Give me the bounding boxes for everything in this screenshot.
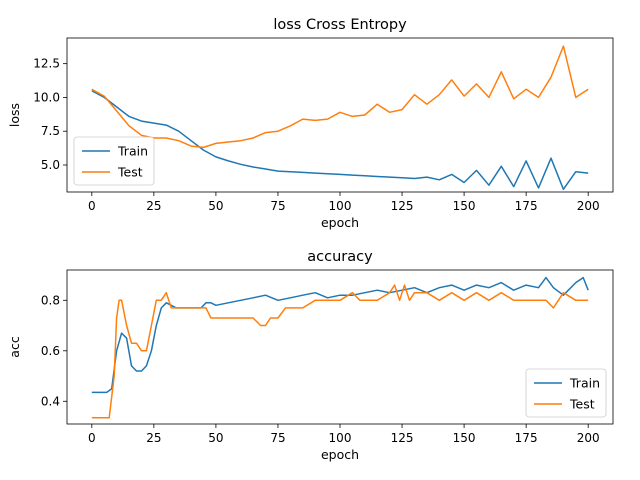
x-tick-label: 175 bbox=[515, 199, 538, 213]
legend-label-test: Test bbox=[569, 397, 595, 412]
y-tick-label: 5.0 bbox=[41, 158, 60, 172]
x-tick-label: 150 bbox=[453, 431, 476, 445]
x-tick-label: 100 bbox=[329, 199, 352, 213]
y-tick-label: 0.8 bbox=[41, 293, 60, 307]
legend: Train Test bbox=[525, 368, 607, 418]
x-axis-label: epoch bbox=[321, 215, 359, 230]
x-tick-label: 25 bbox=[146, 431, 161, 445]
y-axis-label: acc bbox=[7, 336, 22, 358]
x-tick-label: 75 bbox=[270, 431, 285, 445]
legend-label-train: Train bbox=[569, 376, 600, 391]
series-line-train bbox=[91, 276, 589, 394]
legend-label-test: Test bbox=[117, 165, 143, 180]
series-line-test bbox=[91, 45, 589, 149]
series-line-test bbox=[91, 284, 589, 419]
x-tick-label: 0 bbox=[88, 431, 96, 445]
series-line-train bbox=[91, 90, 589, 191]
chart-1: 0 25 50 75 100 125 150 175 200 0.4 0.6 0.8 accuracy e… bbox=[7, 249, 614, 462]
chart-0: 0 25 50 75 100 125 150 175 200 5.0 7.5 10.0 12.5 loss… bbox=[7, 17, 614, 230]
y-tick-label: 7.5 bbox=[41, 124, 60, 138]
x-tick-label: 50 bbox=[208, 431, 223, 445]
chart-title: accuracy bbox=[307, 249, 373, 265]
y-tick-label: 0.6 bbox=[41, 344, 60, 358]
x-tick-label: 100 bbox=[329, 431, 352, 445]
x-tick-label: 25 bbox=[146, 199, 161, 213]
x-tick-label: 125 bbox=[391, 431, 414, 445]
y-tick-label: 12.5 bbox=[33, 57, 60, 71]
chart-title: loss Cross Entropy bbox=[273, 17, 407, 33]
x-tick-label: 175 bbox=[515, 431, 538, 445]
x-axis-label: epoch bbox=[321, 447, 359, 462]
y-tick-label: 10.0 bbox=[33, 90, 60, 104]
x-tick-label: 75 bbox=[270, 199, 285, 213]
x-tick-label: 200 bbox=[577, 431, 600, 445]
x-tick-label: 150 bbox=[453, 199, 476, 213]
legend-label-train: Train bbox=[117, 144, 148, 159]
x-tick-label: 125 bbox=[391, 199, 414, 213]
x-tick-label: 200 bbox=[577, 199, 600, 213]
legend: Train Test bbox=[73, 136, 155, 186]
y-tick-label: 0.4 bbox=[41, 394, 60, 408]
y-axis-label: loss bbox=[7, 103, 22, 127]
x-tick-label: 0 bbox=[88, 199, 96, 213]
x-tick-label: 50 bbox=[208, 199, 223, 213]
